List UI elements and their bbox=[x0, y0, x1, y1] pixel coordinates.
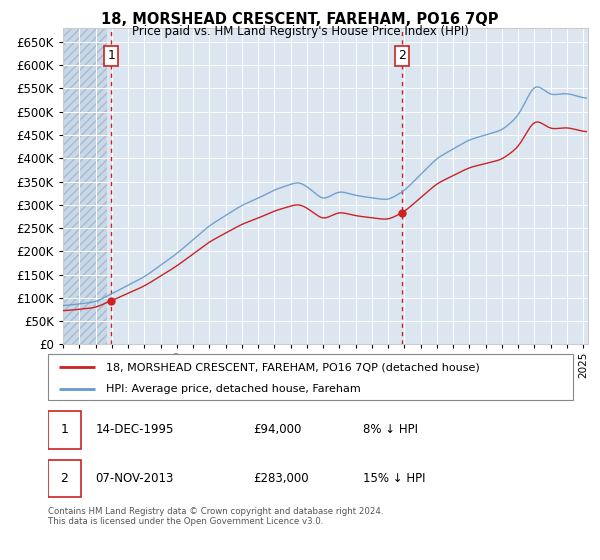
Text: 14-DEC-1995: 14-DEC-1995 bbox=[95, 423, 173, 436]
Text: 2: 2 bbox=[398, 49, 406, 62]
Text: 07-NOV-2013: 07-NOV-2013 bbox=[95, 472, 173, 485]
Text: 8% ↓ HPI: 8% ↓ HPI bbox=[363, 423, 418, 436]
Text: 18, MORSHEAD CRESCENT, FAREHAM, PO16 7QP: 18, MORSHEAD CRESCENT, FAREHAM, PO16 7QP bbox=[101, 12, 499, 27]
Text: 18, MORSHEAD CRESCENT, FAREHAM, PO16 7QP (detached house): 18, MORSHEAD CRESCENT, FAREHAM, PO16 7QP… bbox=[106, 362, 479, 372]
Text: Price paid vs. HM Land Registry's House Price Index (HPI): Price paid vs. HM Land Registry's House … bbox=[131, 25, 469, 38]
Text: HPI: Average price, detached house, Fareham: HPI: Average price, detached house, Fare… bbox=[106, 384, 361, 394]
FancyBboxPatch shape bbox=[48, 460, 80, 497]
Text: 15% ↓ HPI: 15% ↓ HPI bbox=[363, 472, 425, 485]
Text: £283,000: £283,000 bbox=[253, 472, 308, 485]
Text: 1: 1 bbox=[107, 49, 115, 62]
Text: Contains HM Land Registry data © Crown copyright and database right 2024.
This d: Contains HM Land Registry data © Crown c… bbox=[48, 507, 383, 526]
FancyBboxPatch shape bbox=[48, 354, 573, 400]
Bar bbox=[63, 28, 107, 344]
FancyBboxPatch shape bbox=[48, 411, 80, 449]
Text: 1: 1 bbox=[61, 423, 68, 436]
Text: £94,000: £94,000 bbox=[253, 423, 301, 436]
Text: 2: 2 bbox=[61, 472, 68, 485]
Bar bbox=[63, 28, 107, 344]
